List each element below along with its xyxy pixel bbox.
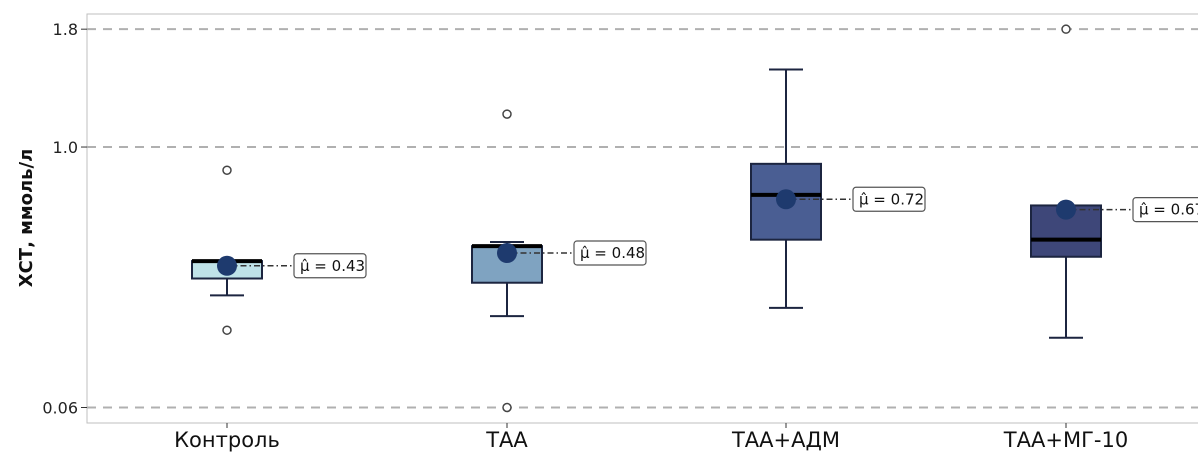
mean-label: μ̂ = 0.48 [580,244,645,262]
mean-label: μ̂ = 0.67 [1139,201,1198,219]
mean-marker [497,242,517,263]
plot-frame [86,13,1198,424]
box-group: μ̂ = 0.43 [191,165,367,335]
y-axis-ticks: 0.06 1.0 1.8 [42,20,87,417]
mean-label-box [1132,197,1198,223]
outlier-point [1061,24,1071,34]
mean-label: μ̂ = 0.72 [859,190,924,208]
mean-label-box [573,240,647,266]
mean-marker [776,189,796,210]
mean-label-box [852,186,926,212]
x-tick-label: Контроль [174,428,280,452]
x-tick-label: ТАА+МГ-10 [1003,428,1128,452]
box-group: μ̂ = 0.67 [1030,24,1198,339]
mean-marker [217,255,237,276]
outlier-point [222,325,232,335]
box-group: μ̂ = 0.48 [471,109,647,413]
x-axis-ticks: Контроль ТАА ТАА+АДМ ТАА+МГ-10 [174,423,1128,452]
mean-label-box [293,253,367,279]
x-tick-label: ТАА+АДМ [731,428,840,452]
boxes: μ̂ = 0.43 μ̂ = 0.48 μ̂ = 0.72 μ̂ = 0.67 [191,24,1198,413]
y-tick-label: 1.0 [53,138,78,157]
y-tick-label: 0.06 [42,398,78,417]
y-tick-label: 1.8 [53,20,78,39]
outlier-point [502,402,512,413]
mean-marker [1056,199,1076,220]
x-tick-label: ТАА [485,428,528,452]
outlier-point [502,109,512,119]
outlier-point [222,165,232,175]
box-group: μ̂ = 0.72 [750,68,926,309]
mean-label: μ̂ = 0.43 [300,257,365,275]
y-axis-label: ХСТ, ммоль/л [16,149,37,288]
